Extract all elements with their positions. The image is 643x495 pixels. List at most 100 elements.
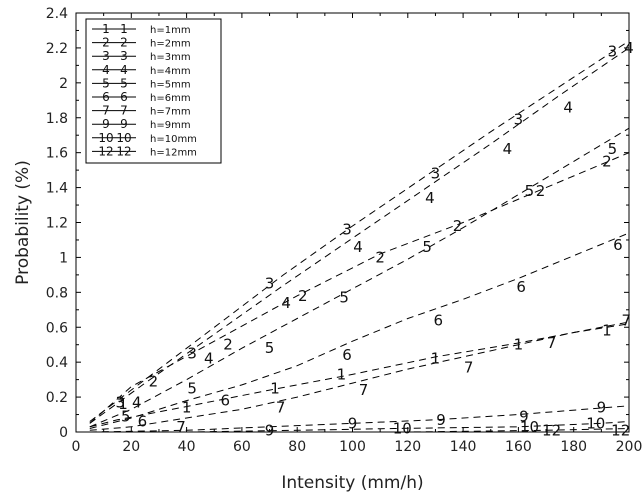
y-tick-label: 1.4 [46,181,68,197]
legend-marker: 5 [120,76,128,90]
y-tick-label: 0.4 [46,355,68,371]
series-marker-3: 3 [265,275,275,293]
series-line-3 [89,40,630,422]
series-line-1 [89,321,630,428]
series-marker-1: 1 [337,365,347,383]
series-marker-1: 1 [182,399,192,417]
legend-entry-label: h=5mm [150,79,191,90]
series-marker-4: 4 [204,350,214,368]
x-tick-label: 0 [72,439,81,455]
legend-marker: 6 [120,90,128,104]
series-marker-5: 5 [339,289,349,307]
series-marker-1: 1 [602,322,612,340]
series-marker-7: 7 [621,311,631,329]
series-marker-5: 5 [608,140,618,158]
series-marker-6: 6 [138,413,148,431]
x-tick-label: 160 [505,439,532,455]
x-axis-label: Intensity (mm/h) [281,473,423,493]
x-tick-label: 140 [450,439,477,455]
legend-marker: 3 [102,49,110,63]
legend-marker: 7 [120,104,128,118]
y-tick-label: 1.8 [46,111,68,127]
y-axis-label: Probability (%) [13,160,33,285]
legend: 1 1 h=1mm 2 2 h=2mm 3 3 h=3mm 4 4 h=4mm 5 5 h=5mm 6 6 h=6… [85,18,222,164]
legend-marker: 4 [120,63,128,77]
series-marker-5: 5 [187,379,197,397]
legend-entry-label: h=4mm [150,66,191,77]
series-marker-6: 6 [613,236,623,254]
y-tick-label: 0.6 [46,320,68,336]
series-marker-3: 3 [187,344,197,362]
series-marker-7: 7 [464,358,474,376]
series-marker-3: 3 [342,220,352,238]
x-tick-label: 100 [339,439,366,455]
legend-marker: 2 [102,36,110,50]
series-marker-1: 1 [514,336,524,354]
legend-entry-label: h=1mm [150,25,191,36]
series-marker-9: 9 [519,407,529,425]
legend-entry-label: h=2mm [150,39,191,50]
series-marker-4: 4 [563,98,573,116]
series-marker-5: 5 [265,339,275,357]
series-line-7 [89,323,630,431]
y-tick-label: 2.2 [46,41,68,57]
series-marker-2: 2 [453,217,463,235]
series-marker-6: 6 [433,311,443,329]
series-marker-4: 4 [503,140,513,158]
series-marker-6: 6 [342,346,352,364]
series-marker-4: 4 [281,294,291,312]
series-marker-7: 7 [176,418,186,436]
y-tick-label: 2.4 [46,6,68,22]
series-marker-10: 10 [393,420,412,438]
legend-marker: 12 [98,144,113,158]
series-marker-2: 2 [602,152,612,170]
legend-entry-label: h=7mm [150,107,191,118]
series-marker-4: 4 [132,393,142,411]
legend-marker: 9 [120,117,128,131]
legend-marker: 9 [102,117,110,131]
x-tick-label: 200 [616,439,643,455]
y-tick-label: 0.2 [46,390,68,406]
series-line-2 [89,152,630,424]
series-line-5 [89,127,630,428]
series-line-4 [89,47,630,424]
series-marker-10: 10 [586,414,605,432]
series-marker-2: 2 [149,372,159,390]
legend-marker: 10 [116,131,131,145]
x-tick-label: 40 [178,439,196,455]
x-tick-label: 120 [394,439,421,455]
legend-marker: 1 [120,22,128,36]
series-marker-2: 2 [298,287,308,305]
series-marker-4: 4 [425,189,435,207]
series-marker-12: 12 [611,421,630,439]
legend-entry-label: h=9mm [150,120,191,131]
legend-marker: 1 [102,22,110,36]
series-marker-4: 4 [353,238,363,256]
legend-entry-label: h=10mm [150,134,197,145]
series-marker-7: 7 [359,381,369,399]
legend-marker: 7 [102,104,110,118]
x-tick-label: 20 [122,439,140,455]
legend-marker: 10 [98,131,113,145]
x-tick-label: 80 [288,439,306,455]
series-marker-7: 7 [276,399,286,417]
series-marker-5: 5 [121,407,131,425]
series-marker-5: 5 [525,182,535,200]
series-marker-1: 1 [118,395,128,413]
series-marker-9: 9 [265,421,275,439]
x-tick-label: 180 [560,439,587,455]
series-marker-3: 3 [608,42,618,60]
series-marker-3: 3 [115,393,125,411]
y-tick-label: 2 [59,76,68,92]
series-line-12 [89,428,630,433]
series-marker-12: 12 [542,421,561,439]
y-tick-label: 1.6 [46,146,68,162]
y-tick-label: 0 [59,425,68,441]
legend-entry-label: h=3mm [150,52,191,63]
legend-marker: 2 [120,36,128,50]
series-line-9 [89,405,630,433]
series-marker-3: 3 [514,110,524,128]
x-tick-label: 60 [233,439,251,455]
marker-layer: 1 111111222222233333334444444455555556666… [115,39,633,439]
